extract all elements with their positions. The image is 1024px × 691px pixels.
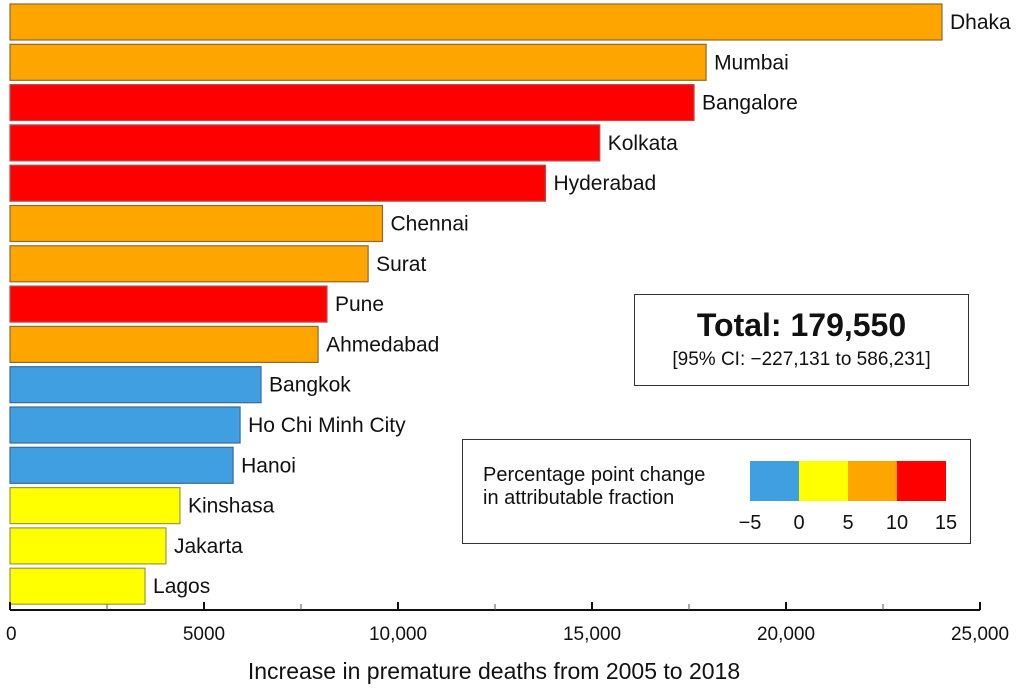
legend-tick-label: 15 (934, 512, 958, 534)
legend-swatch-0-5 (799, 461, 848, 501)
bar-kinshasa (9, 487, 181, 525)
legend-title: Percentage point change in attributable … (483, 464, 705, 510)
legend-swatch--5-0 (750, 461, 799, 501)
bar-mumbai (9, 43, 707, 81)
x-tick-label: 15,000 (563, 624, 621, 645)
bar-bangkok (9, 366, 262, 404)
bar-lagos (9, 567, 146, 605)
bar-label: Bangalore (702, 92, 798, 115)
bar-bangalore (9, 83, 695, 122)
bar-label: Jakarta (174, 535, 243, 558)
bar-label: Hyderabad (553, 172, 656, 195)
bar-pune (9, 285, 328, 323)
bar-label: Kinshasa (188, 495, 275, 518)
bar-label: Hanoi (241, 454, 296, 477)
legend-tick-label: 0 (793, 512, 805, 534)
x-axis-label: Increase in premature deaths from 2005 t… (248, 658, 740, 684)
x-tick-label: 10,000 (369, 624, 427, 645)
bar-chennai (9, 204, 384, 243)
bar-ahmedabad (9, 325, 319, 363)
bar-label: Lagos (153, 575, 210, 598)
bar-dhaka (9, 3, 943, 41)
bar-label: Ho Chi Minh City (248, 414, 406, 437)
bar-label: Kolkata (608, 132, 678, 155)
bar-jakarta (9, 527, 167, 565)
bar-label: Ahmedabad (326, 333, 439, 356)
bar-surat (9, 245, 369, 283)
x-tick-label: 0 (6, 624, 17, 645)
bar-label: Pune (335, 293, 384, 316)
x-tick-label: 25,000 (951, 624, 1009, 645)
legend-title-line2: in attributable fraction (483, 487, 675, 509)
bar-label: Surat (376, 253, 426, 276)
bar-label: Chennai (390, 213, 468, 236)
legend-tick-label: 10 (885, 512, 909, 534)
bar-label: Bangkok (269, 374, 351, 397)
bar-hyderabad (9, 164, 547, 202)
legend-colorbar (750, 461, 946, 501)
total-annotation: Total: 179,550 [95% CI: −227,131 to 586,… (634, 294, 969, 386)
legend-title-line1: Percentage point change (483, 464, 706, 486)
legend-swatch-5-10 (848, 461, 897, 501)
total-value: Total: 179,550 (696, 307, 907, 343)
x-tick-label: 20,000 (757, 624, 815, 645)
bar-label: Mumbai (714, 51, 789, 74)
bar-ho-chi-minh-city (9, 406, 241, 444)
bar-hanoi (9, 446, 234, 484)
legend: Percentage point change in attributable … (462, 439, 971, 544)
bar-label: Dhaka (950, 11, 1011, 34)
legend-tick-label: 5 (842, 512, 854, 534)
x-tick-label: 5000 (183, 624, 225, 645)
legend-swatch-10-15 (897, 461, 946, 501)
legend-tick-label: −5 (738, 512, 762, 534)
bar-kolkata (9, 124, 601, 162)
confidence-interval: [95% CI: −227,131 to 586,231] (672, 349, 931, 370)
